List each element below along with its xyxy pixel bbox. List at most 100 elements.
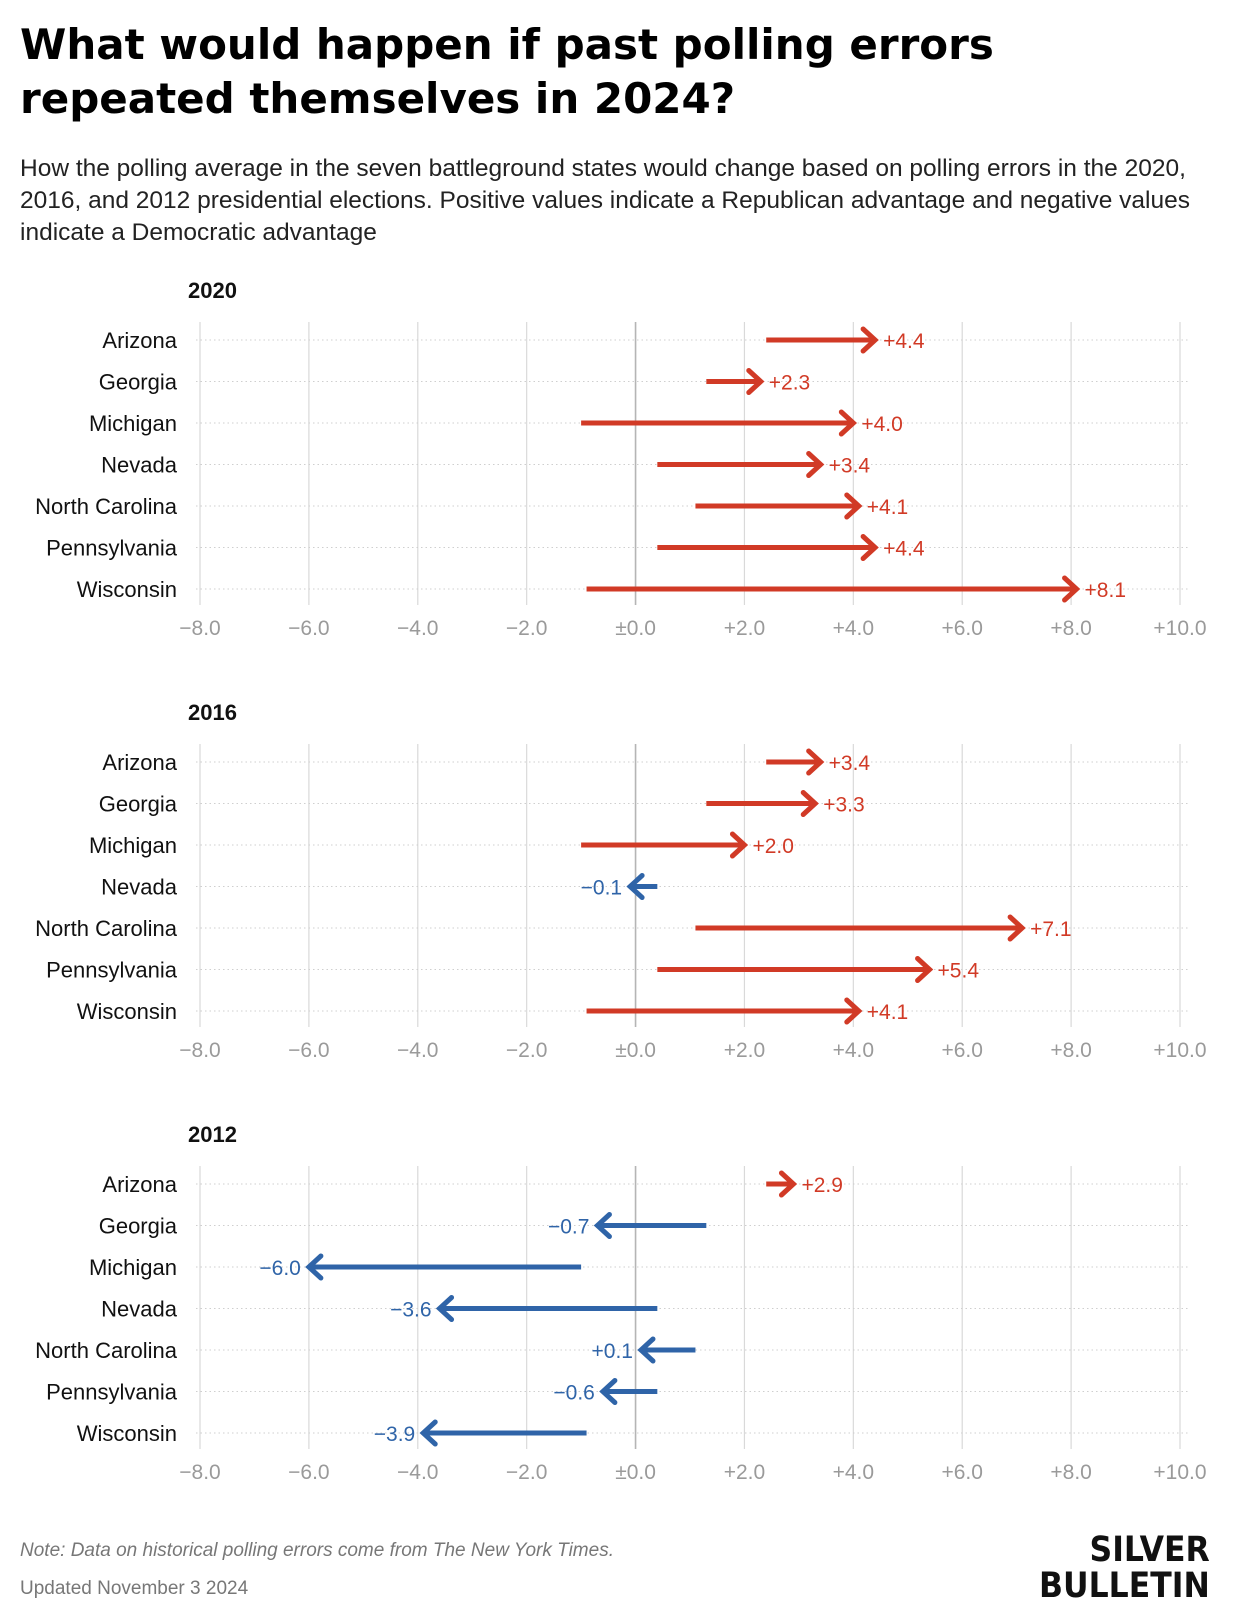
panel-title: 2016	[188, 700, 237, 725]
state-label: Georgia	[99, 1214, 178, 1239]
state-label: Nevada	[101, 453, 178, 478]
value-label: −0.1	[581, 877, 622, 900]
x-tick-label: ±0.0	[615, 617, 656, 640]
state-label: Wisconsin	[77, 1421, 177, 1446]
state-label: Wisconsin	[77, 577, 177, 602]
x-tick-label: +4.0	[833, 1039, 874, 1062]
arrow-head	[778, 1170, 798, 1198]
value-label: +0.1	[592, 1340, 633, 1363]
x-tick-label: −2.0	[506, 617, 547, 640]
arrow-head	[746, 368, 765, 395]
x-tick-label: +10.0	[1153, 1461, 1206, 1484]
arrow-head	[806, 748, 825, 776]
state-label: North Carolina	[35, 494, 178, 519]
state-label: Arizona	[102, 1172, 177, 1197]
state-label: Arizona	[102, 328, 177, 353]
state-label: Pennsylvania	[46, 958, 178, 983]
state-label: Nevada	[101, 875, 178, 900]
x-tick-label: −8.0	[179, 1039, 220, 1062]
arrow-head	[860, 534, 879, 561]
value-label: +3.4	[829, 455, 871, 478]
value-label: +4.4	[883, 330, 925, 353]
x-tick-label: +6.0	[941, 1461, 982, 1484]
value-label: −0.7	[548, 1216, 589, 1239]
state-label: North Carolina	[35, 916, 178, 941]
x-tick-label: −4.0	[397, 1039, 438, 1062]
x-tick-label: +6.0	[941, 1039, 982, 1062]
x-tick-label: −6.0	[288, 1039, 329, 1062]
chart-title: What would happen if past polling errors…	[20, 20, 994, 123]
updated-date: Updated November 3 2024	[20, 1578, 249, 1599]
value-label: +2.3	[769, 372, 810, 395]
value-label: +8.1	[1085, 579, 1126, 602]
state-label: Michigan	[89, 833, 177, 858]
value-label: +2.0	[752, 835, 793, 858]
value-label: +4.1	[867, 1001, 908, 1024]
x-tick-label: −2.0	[506, 1461, 547, 1484]
x-tick-label: +8.0	[1050, 1461, 1091, 1484]
x-tick-label: −8.0	[179, 1461, 220, 1484]
state-label: Georgia	[99, 792, 178, 817]
x-tick-label: +4.0	[833, 1461, 874, 1484]
x-tick-label: −4.0	[397, 1461, 438, 1484]
x-tick-label: +2.0	[724, 1461, 765, 1484]
arrow-head	[1007, 914, 1026, 942]
x-tick-label: ±0.0	[615, 1039, 656, 1062]
x-tick-label: +10.0	[1153, 1039, 1206, 1062]
value-label: +4.1	[867, 496, 908, 519]
state-label: Pennsylvania	[46, 1380, 178, 1405]
silver-bulletin-logo: SILVER BULLETIN	[1039, 1532, 1210, 1604]
arrow-head	[844, 997, 863, 1025]
arrow-head	[419, 1419, 438, 1447]
x-tick-label: +8.0	[1050, 617, 1091, 640]
arrow-chart: 2020 Arizona +4.4 Georgia +2.3 Michigan +4.0 Ne…	[35, 278, 1206, 1484]
state-label: Wisconsin	[77, 999, 177, 1024]
state-label: Georgia	[99, 370, 178, 395]
x-tick-label: −6.0	[288, 1461, 329, 1484]
panel-title: 2012	[188, 1122, 237, 1147]
x-tick-label: +8.0	[1050, 1039, 1091, 1062]
value-label: +4.4	[883, 538, 925, 561]
x-tick-label: −2.0	[506, 1039, 547, 1062]
arrow-head	[844, 492, 863, 520]
x-tick-label: −8.0	[179, 617, 220, 640]
arrow-head	[806, 451, 825, 478]
x-tick-label: +6.0	[941, 617, 982, 640]
source-note: Note: Data on historical polling errors …	[20, 1540, 614, 1561]
x-tick-label: −6.0	[288, 617, 329, 640]
x-tick-label: +10.0	[1153, 617, 1206, 640]
value-label: −3.9	[374, 1423, 415, 1446]
logo-line-2: BULLETIN	[1039, 1566, 1210, 1606]
value-label: +5.4	[938, 960, 980, 983]
arrow-head	[637, 1336, 656, 1364]
arrow-head	[593, 1212, 612, 1239]
x-tick-label: +4.0	[833, 617, 874, 640]
x-tick-label: +2.0	[724, 617, 765, 640]
arrow-head	[838, 409, 858, 437]
value-label: +4.0	[861, 413, 902, 436]
arrow-head	[599, 1378, 618, 1405]
state-label: Nevada	[101, 1297, 178, 1322]
state-label: Michigan	[89, 1255, 177, 1280]
x-tick-label: ±0.0	[615, 1461, 656, 1484]
value-label: +3.3	[823, 794, 864, 817]
x-tick-label: −4.0	[397, 617, 438, 640]
arrow-head	[626, 873, 645, 900]
x-tick-label: +2.0	[724, 1039, 765, 1062]
arrow-head	[1062, 575, 1081, 603]
value-label: −6.0	[259, 1257, 300, 1280]
value-label: +7.1	[1030, 918, 1071, 941]
logo-line-1: SILVER	[1089, 1530, 1210, 1570]
state-label: North Carolina	[35, 1338, 178, 1363]
state-label: Pennsylvania	[46, 536, 178, 561]
arrow-head	[305, 1253, 324, 1281]
arrow-head	[860, 326, 879, 354]
state-label: Michigan	[89, 411, 177, 436]
arrow-head	[729, 831, 749, 859]
arrow-head	[915, 956, 934, 983]
chart-subtitle: How the polling average in the seven bat…	[20, 155, 1191, 246]
value-label: −0.6	[553, 1382, 594, 1405]
arrow-head	[800, 790, 819, 817]
value-label: +2.9	[801, 1174, 842, 1197]
value-label: −3.6	[390, 1299, 431, 1322]
